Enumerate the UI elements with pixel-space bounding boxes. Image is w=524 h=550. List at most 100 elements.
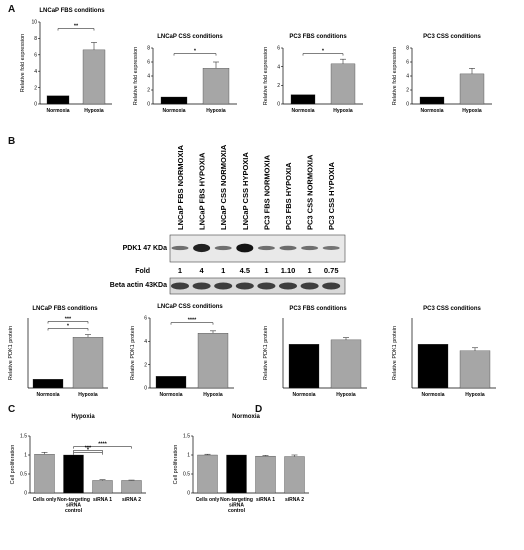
blot-lane-label: LNCaP CSS NORMOXIA	[219, 144, 228, 230]
chart-title: LNCaP CSS conditions	[157, 304, 223, 310]
chart-title: Normoxia	[232, 414, 260, 420]
y-tick-label: 1.5	[183, 434, 190, 440]
y-tick-label: 2	[147, 88, 150, 94]
y-axis-label: Relative fold expression	[133, 47, 139, 105]
fold-value: 1	[221, 266, 225, 275]
bar	[32, 379, 64, 389]
significance-label: **	[74, 24, 79, 30]
y-tick-label: 2	[144, 362, 147, 368]
y-tick-label: 1.5	[20, 434, 27, 440]
blot-lane-label: LNCaP FBS HYPOXIA	[198, 152, 207, 230]
blot-lane-label: PC3 FBS NORMOXIA	[262, 154, 271, 230]
y-tick-label: 8	[406, 46, 409, 52]
y-axis-label: Cell proliferation	[173, 445, 179, 485]
beta-actin-band	[235, 282, 254, 290]
y-tick-label: 6	[277, 46, 280, 52]
bar	[72, 337, 104, 389]
category-label: Normoxia	[420, 108, 443, 114]
y-axis-label: Relative fold expression	[263, 47, 269, 105]
y-tick-label: 0	[187, 491, 190, 497]
panel-letter-b: B	[8, 136, 16, 147]
significance-label: ***	[65, 317, 72, 323]
fold-value: 1	[264, 266, 268, 275]
y-tick-label: 6	[406, 60, 409, 66]
y-tick-label: 10	[31, 20, 37, 26]
y-tick-label: 0	[147, 102, 150, 108]
y-tick-label: 4	[277, 64, 280, 70]
category-label: Cells only	[33, 497, 57, 503]
y-tick-label: 4	[34, 69, 37, 75]
beta-actin-band	[192, 282, 211, 290]
y-axis-label: Relative PDK1 protein	[130, 326, 136, 380]
significance-label: ****	[188, 318, 197, 324]
bar	[290, 94, 316, 105]
y-tick-label: 0	[144, 386, 147, 392]
category-label: Non-targeting siRNA control	[57, 497, 90, 514]
category-label: Normoxia	[292, 392, 315, 398]
category-label: Cells only	[196, 497, 220, 503]
blot-lane-label: PC3 FBS HYPOXIA	[284, 162, 293, 230]
bar	[160, 96, 188, 105]
chart-title: PC3 FBS conditions	[289, 306, 347, 312]
significance-label: *	[87, 448, 90, 454]
fold-value: 4	[200, 266, 205, 275]
blot-lane-label: PC3 CSS NORMOXIA	[306, 154, 315, 230]
y-tick-label: 2	[277, 83, 280, 89]
y-tick-label: 6	[144, 316, 147, 322]
fold-value: 0.75	[324, 266, 339, 275]
category-label: Normoxia	[36, 392, 59, 398]
beta-actin-band	[300, 282, 319, 290]
fold-values: 1 4 1 4.5 1 1.10 1 0.75	[178, 266, 339, 275]
beta-actin-band	[214, 282, 233, 290]
blot-lane-label: LNCaP FBS NORMOXIA	[176, 145, 185, 230]
bar	[46, 95, 70, 105]
significance-label: ***	[85, 445, 92, 451]
y-axis-label: Relative PDK1 protein	[392, 326, 398, 380]
blot-lane-label: PC3 CSS HYPOXIA	[327, 161, 336, 230]
category-label: Hypoxia	[203, 392, 223, 398]
category-label: siRNA 1	[93, 497, 112, 503]
chart-title: LNCaP FBS conditions	[39, 8, 105, 14]
beta-actin-band	[279, 282, 297, 290]
pdk1-band	[257, 245, 275, 251]
category-label: Hypoxia	[336, 392, 356, 398]
y-tick-label: 0	[34, 102, 37, 108]
category-label: Non-targeting siRNA control	[220, 497, 253, 514]
category-label: siRNA 2	[285, 497, 304, 503]
y-tick-label: 6	[34, 53, 37, 59]
y-axis-label: Cell proliferation	[10, 445, 16, 485]
panel-letter-a: A	[8, 4, 16, 15]
category-label: Normoxia	[159, 392, 182, 398]
pdk1-band	[301, 245, 319, 251]
chart-title: PC3 CSS conditions	[423, 34, 481, 40]
bar	[226, 454, 247, 494]
category-label: Hypoxia	[465, 392, 485, 398]
y-tick-label: 0.5	[183, 472, 190, 478]
chart-title: Hypoxia	[71, 414, 95, 420]
y-tick-label: 1	[24, 453, 27, 459]
y-tick-label: 0.5	[20, 472, 27, 478]
pdk1-band	[171, 245, 189, 251]
fold-value: 1.10	[281, 266, 296, 275]
beta-actin-band	[257, 282, 276, 290]
pdk1-band	[193, 243, 211, 253]
bar	[419, 96, 445, 105]
category-label: Normoxia	[421, 392, 444, 398]
blot-lane-label: LNCaP CSS HYPOXIA	[241, 152, 250, 230]
significance-label: *	[67, 324, 70, 330]
chart-title: LNCaP FBS conditions	[32, 306, 98, 312]
bar	[155, 376, 187, 389]
bar	[459, 73, 485, 105]
y-tick-label: 4	[406, 74, 409, 80]
beta-actin-band	[322, 282, 341, 290]
y-axis-label: Relative fold expression	[20, 34, 26, 92]
